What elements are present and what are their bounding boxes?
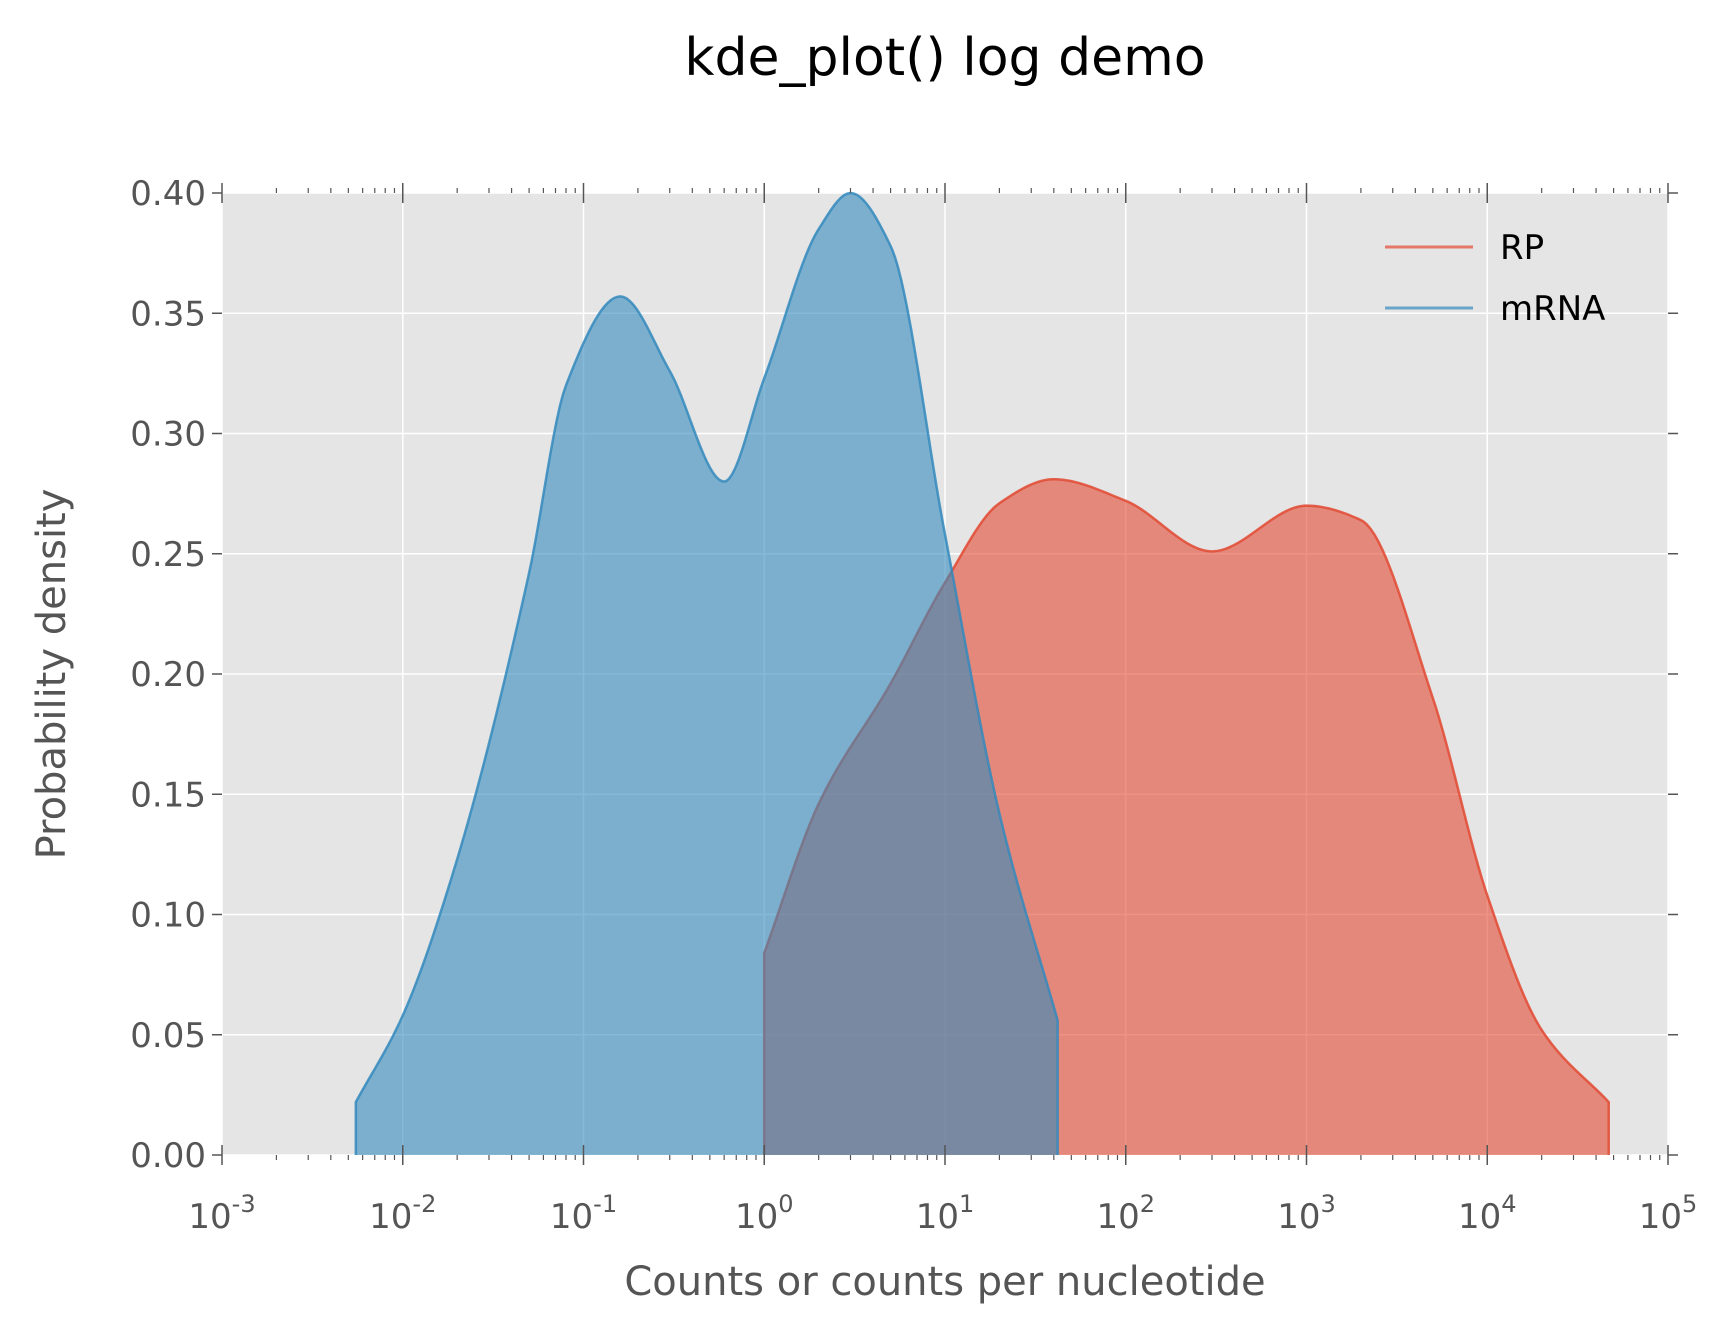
- y-tick-label-8: 0.40: [130, 174, 206, 214]
- y-tick-label-5: 0.25: [130, 535, 206, 575]
- legend: RP mRNA: [1385, 228, 1605, 329]
- x-tick-label-7: 104: [1458, 1190, 1517, 1237]
- x-tick-labels: 10-3 10-2 10-1 100 101 102 103 104 105: [188, 1190, 1697, 1237]
- density-areas: [354, 191, 1610, 1156]
- chart-title: kde_plot() log demo: [684, 28, 1205, 88]
- y-tick-label-6: 0.30: [130, 415, 206, 455]
- x-tick-label-0: 10-3: [188, 1190, 255, 1237]
- x-tick-label-6: 103: [1277, 1190, 1336, 1237]
- x-tick-label-8: 105: [1639, 1190, 1698, 1237]
- legend-label-mrna: mRNA: [1500, 289, 1605, 329]
- legend-label-rp: RP: [1500, 228, 1544, 268]
- x-tick-label-1: 10-2: [369, 1190, 436, 1237]
- y-tick-label-2: 0.10: [130, 896, 206, 936]
- x-tick-label-2: 10-1: [550, 1190, 617, 1237]
- x-tick-label-3: 100: [735, 1190, 794, 1237]
- line-mrna: [354, 191, 1059, 1155]
- y-tick-labels: 0.00 0.05 0.10 0.15 0.20 0.25 0.30 0.35 0.40: [130, 174, 206, 1176]
- x-tick-label-5: 102: [1096, 1190, 1155, 1237]
- y-tick-label-1: 0.05: [130, 1016, 206, 1056]
- x-tick-label-4: 101: [916, 1190, 975, 1237]
- axis-ticks: [212, 183, 1678, 1165]
- y-tick-label-3: 0.15: [130, 775, 206, 815]
- x-axis-label: Counts or counts per nucleotide: [624, 1259, 1265, 1305]
- area-mrna: [355, 193, 1058, 1155]
- y-tick-label-0: 0.00: [130, 1136, 206, 1176]
- y-axis-label: Probability density: [29, 489, 75, 860]
- y-tick-label-4: 0.20: [130, 655, 206, 695]
- y-tick-label-7: 0.35: [130, 294, 206, 334]
